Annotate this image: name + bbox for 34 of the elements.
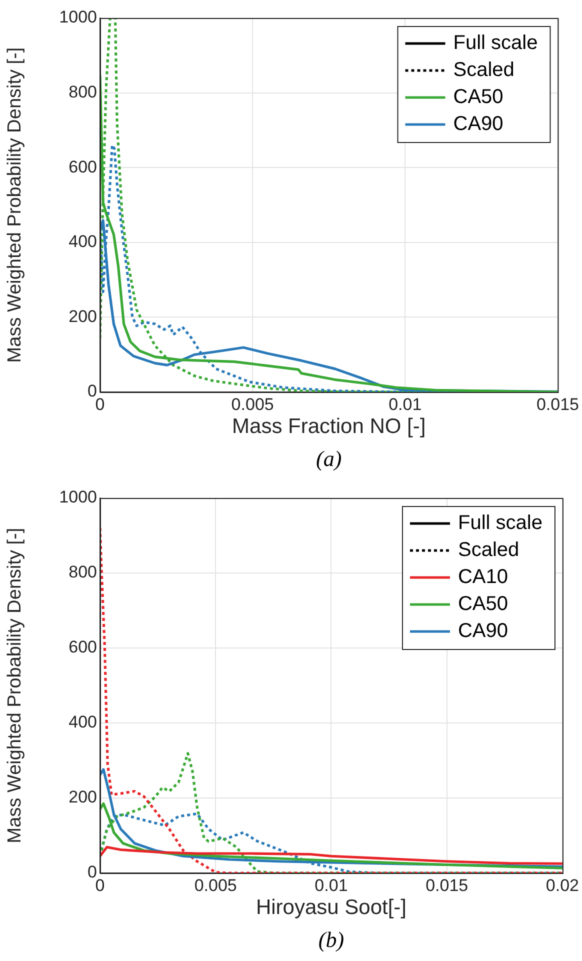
legend-label: CA10 xyxy=(458,566,508,588)
y-tick-label: 800 xyxy=(68,82,97,102)
y-tick-label: 200 xyxy=(68,788,97,807)
y-tick-label: 0 xyxy=(88,862,97,882)
y-tick-label: 0 xyxy=(88,382,97,401)
legend-label: CA90 xyxy=(458,620,508,642)
y-tick-label: 200 xyxy=(68,306,97,326)
legend-label: Full scale xyxy=(453,32,538,54)
x-tick-label: 0.02 xyxy=(546,876,580,895)
legend-label: CA50 xyxy=(458,593,508,616)
x-tick-label: 0.015 xyxy=(426,876,468,895)
text: (a) xyxy=(316,446,342,471)
x-tick-label: 0.01 xyxy=(314,876,348,895)
x-axis-title: Mass Fraction NO [-] xyxy=(232,415,426,438)
text: (b) xyxy=(318,926,344,952)
y-tick-label: 400 xyxy=(68,712,97,732)
x-axis-title: Hiroyasu Soot[-] xyxy=(256,896,407,920)
legend-label: CA50 xyxy=(453,86,504,108)
x-tick-label: 0.005 xyxy=(231,394,274,414)
y-tick-label: 1000 xyxy=(59,488,97,507)
y-tick-label: 800 xyxy=(68,562,97,582)
x-tick-label: 0.005 xyxy=(194,876,237,895)
legend-label: Scaled xyxy=(453,59,514,82)
y-axis-title: Mass Weighted Probability Density [-] xyxy=(4,528,26,844)
legend-label: Full scale xyxy=(458,512,542,534)
y-tick-label: 1000 xyxy=(59,8,97,27)
y-tick-label: 400 xyxy=(68,232,97,252)
x-tick-label: 0.015 xyxy=(536,394,580,414)
y-tick-label: 600 xyxy=(68,157,97,176)
legend-label: CA90 xyxy=(453,113,504,136)
y-axis-title: Mass Weighted Probability Density [-] xyxy=(4,47,26,363)
y-tick-label: 600 xyxy=(68,638,97,657)
x-tick-label: 0.01 xyxy=(388,394,422,414)
legend-label: Scaled xyxy=(458,539,520,562)
